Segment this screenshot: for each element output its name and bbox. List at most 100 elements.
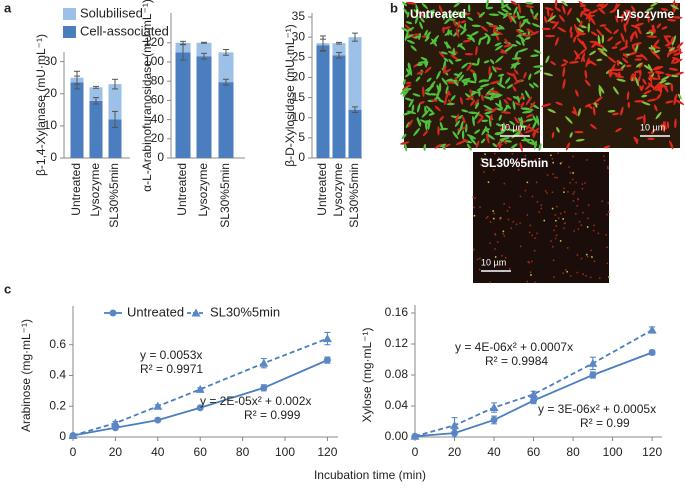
cell [442,65,447,73]
cell [566,246,569,249]
cell [480,138,486,144]
cell [525,118,534,122]
cell [480,25,489,32]
cell [595,43,605,48]
cell [426,31,431,38]
cell [634,58,643,61]
cell [587,22,590,33]
cell [443,68,452,74]
series-line [414,351,653,438]
marker [68,430,78,439]
y-tick-label: 0.6 [49,337,66,351]
cell [586,14,596,18]
cell [489,89,500,94]
bar-segment [70,82,84,158]
cell [416,70,424,75]
image-label: Lysozyme [616,7,674,21]
x-tick-label: SL30%5min [347,163,361,228]
cell [576,254,579,256]
cell [473,206,475,209]
cell [579,48,587,55]
cell [536,232,539,235]
legend-label: Cell-associated [80,23,169,38]
series-line [72,359,328,437]
cell [499,263,502,266]
cell [434,105,441,112]
cell [484,110,494,115]
cell [421,109,430,118]
cell [609,71,613,78]
marker [110,418,120,427]
cell [523,71,527,79]
cell [494,247,497,250]
cell [587,217,589,220]
cell [492,143,498,148]
cell [676,41,684,49]
cell [512,100,516,111]
cell [582,211,584,214]
cell [503,202,506,205]
marker [450,420,460,429]
cell [502,122,506,131]
cell [606,165,609,168]
cell [616,59,620,66]
cell [503,235,506,238]
cell [648,47,656,50]
bar-segment [108,119,122,158]
cell [585,253,588,256]
cell [607,167,609,170]
cell [406,39,416,44]
cell [636,116,644,120]
cell [505,77,511,84]
cell [568,166,571,168]
cell [401,133,407,140]
cell [582,273,585,276]
cell [561,0,568,7]
cell [531,23,541,28]
cell [552,173,555,176]
cell [625,17,630,26]
cell [563,211,566,213]
cell [565,142,571,151]
legend-label: Untreated [127,304,184,319]
cell [536,115,540,126]
bar-segment [89,87,103,101]
cell [437,126,440,136]
cell [579,20,583,28]
cell [558,14,565,23]
cell [552,259,555,262]
cell [491,107,498,113]
cell [612,86,619,95]
legend-swatch [63,8,76,20]
cell [525,5,534,8]
cell [417,61,429,64]
y-tick-label: 10 [44,118,58,132]
cell [402,1,408,7]
cell [615,15,619,23]
cell [425,105,434,114]
cell [666,18,677,22]
cell [538,211,541,213]
cell [635,62,642,68]
cell [572,193,575,195]
scale-label: 10 µm [500,122,525,132]
cell [597,7,606,15]
cell [492,65,497,73]
cell [581,183,584,186]
cell [503,182,506,185]
cell [585,57,590,68]
cell [520,19,527,28]
cell [452,131,459,140]
cell [572,172,575,174]
cell [674,71,684,76]
cell [564,222,567,225]
cell [637,27,642,35]
cell [614,75,625,78]
cell [424,66,432,74]
cell [599,24,607,27]
y-axis-label: β-1,4-Xylanase (mU·mL⁻¹) [34,34,48,176]
image-label: Untreated [410,7,466,21]
x-tick-label: Untreated [315,163,329,216]
cell [642,78,647,85]
cell [474,99,480,106]
